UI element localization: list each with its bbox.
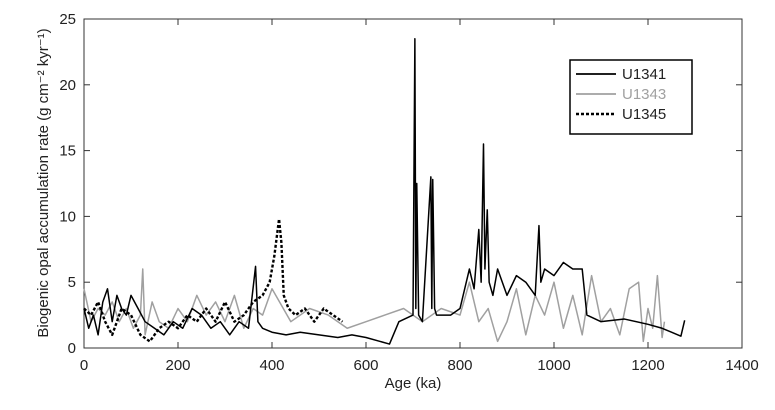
legend: U1341 U1343 U1345 bbox=[569, 59, 693, 135]
legend-box bbox=[569, 59, 693, 135]
x-tick-label: 600 bbox=[353, 357, 378, 374]
y-tick-label: 25 bbox=[59, 11, 76, 28]
x-tick-label: 800 bbox=[447, 357, 472, 374]
y-tick-label: 20 bbox=[59, 77, 76, 94]
series-line bbox=[83, 37, 686, 345]
legend-label: U1341 bbox=[622, 66, 666, 83]
x-tick-label: 400 bbox=[259, 357, 284, 374]
x-axis-label: Age (ka) bbox=[385, 375, 442, 392]
y-tick-label: 5 bbox=[68, 274, 76, 291]
x-tick-label: 200 bbox=[165, 357, 190, 374]
y-axis-label: Biogenic opal accumulation rate (g cm⁻² … bbox=[35, 28, 52, 337]
legend-label: U1345 bbox=[622, 106, 666, 123]
y-tick-label: 15 bbox=[59, 143, 76, 160]
x-tick-label: 1400 bbox=[725, 357, 758, 374]
x-tick-label: 1200 bbox=[631, 357, 664, 374]
plot-frame bbox=[83, 18, 743, 349]
series-line bbox=[83, 217, 344, 343]
series-line bbox=[83, 268, 666, 343]
legend-label: U1343 bbox=[622, 86, 666, 103]
y-tick-label: 0 bbox=[68, 340, 76, 357]
x-tick-label: 1000 bbox=[537, 357, 570, 374]
y-tick-label: 10 bbox=[59, 208, 76, 225]
x-tick-label: 0 bbox=[80, 357, 88, 374]
